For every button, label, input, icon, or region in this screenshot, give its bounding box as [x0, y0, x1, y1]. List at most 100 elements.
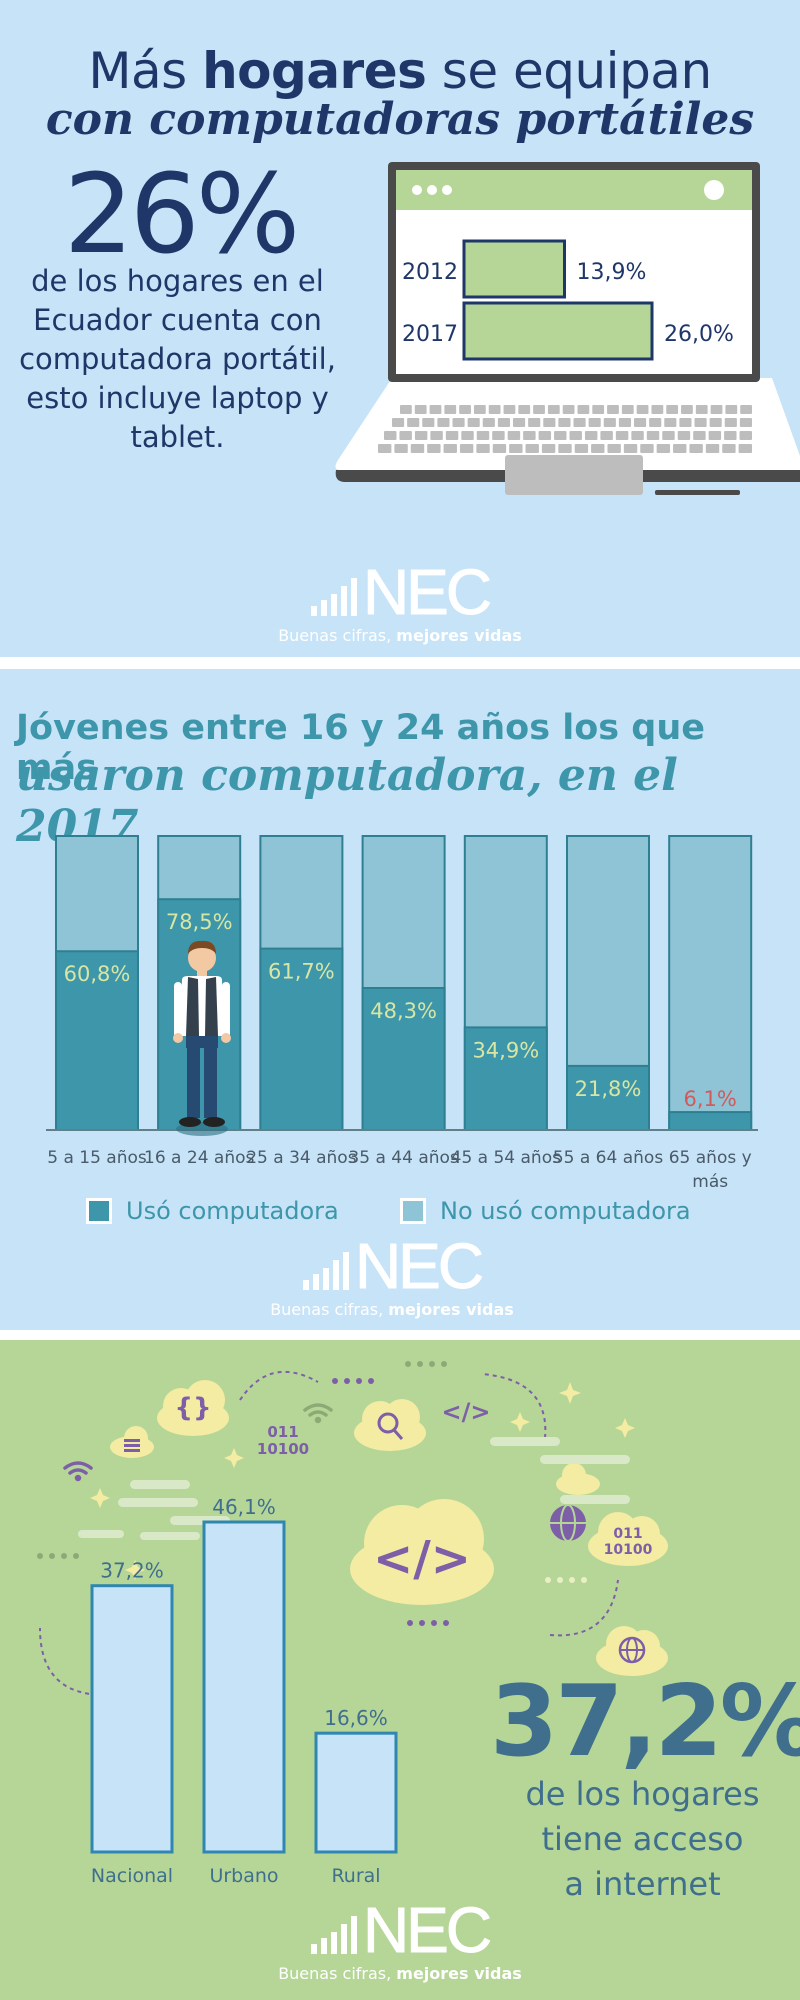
bar-not-used: [668, 835, 753, 1131]
svg-text:{}: {}: [174, 1393, 211, 1423]
stacked-bars: 60,8% 78,5% 61,7% 48,3% 34,9% 21,8% 6,1%: [55, 835, 753, 1132]
internet-bar: [90, 1584, 174, 1854]
keyboard-key: [503, 405, 516, 414]
laptop-bar-year: 2012: [402, 260, 458, 285]
keyboard-key: [562, 405, 575, 414]
inec-logo: NEC Buenas cifras, mejores vidas: [270, 1230, 514, 1320]
inec-logo: NEC Buenas cifras, mejores vidas: [278, 556, 522, 646]
keyboard-key: [547, 405, 560, 414]
dotted-arrow-icon: [239, 1370, 319, 1401]
laptop-bar-year: 2017: [402, 322, 458, 347]
keyboard-key: [533, 405, 545, 414]
dotted-arrow-icon: [549, 1579, 619, 1637]
svg-text:011: 011: [613, 1526, 642, 1542]
keyboard-key: [407, 418, 420, 427]
keyboard-key: [528, 418, 541, 427]
keyboard-key: [437, 418, 450, 427]
laptop-bar-chart: 2012 13,9% 2017 26,0%: [402, 239, 734, 361]
section2-title: Jóvenes entre 16 y 24 años los que más: [16, 708, 706, 788]
dots-icon: [407, 1620, 449, 1626]
keyboard-key: [523, 431, 536, 440]
keyboard-key: [673, 444, 687, 453]
wifi-icon: [63, 1461, 93, 1482]
young-man-figure: [173, 940, 231, 1136]
keyboard-key: [488, 405, 501, 414]
keyboard-key: [705, 444, 720, 453]
keyboard-key: [724, 431, 737, 440]
laptop-bar-value: 26,0%: [664, 322, 734, 347]
bar-value-label: 61,7%: [268, 960, 335, 984]
keyboard-key: [473, 405, 486, 414]
age-label: 25 a 34 años: [246, 1148, 356, 1168]
bar-used: [259, 947, 344, 1131]
keyboard-key: [399, 431, 412, 440]
internet-bar-label: Rural: [331, 1865, 380, 1887]
code-text-icon: </>: [442, 1398, 491, 1426]
keyboard-key: [476, 431, 490, 440]
keyboard-key: [615, 431, 629, 440]
bar-used: [55, 950, 139, 1131]
browser-button: [704, 180, 724, 200]
keyboard-key: [554, 431, 567, 440]
internet-bar-value: 37,2%: [100, 1559, 164, 1583]
internet-bar-value: 16,6%: [324, 1706, 388, 1730]
keyboard-key: [476, 444, 490, 453]
laptop-bar: [462, 301, 654, 361]
keyboard-key: [603, 418, 616, 427]
keyboard-key: [631, 431, 644, 440]
keyboard-key: [666, 405, 679, 414]
keyboard-key: [538, 431, 552, 440]
keyboard-key: [574, 444, 589, 453]
keyboard-key: [394, 444, 408, 453]
laptop-bar: [462, 239, 567, 299]
keyboard-key: [739, 431, 752, 440]
svg-text:</>: </>: [373, 1531, 471, 1587]
cloud-search-icon: [354, 1399, 426, 1451]
keyboard-key: [649, 418, 662, 427]
keyboard-key: [646, 431, 660, 440]
bar-value-label: 60,8%: [64, 962, 131, 986]
keyboard-key: [461, 431, 474, 440]
laptop-illustration: 2012 13,9% 2017 26,0%: [335, 162, 800, 495]
keyboard-key: [459, 405, 471, 414]
laptop-bar-value: 13,9%: [577, 260, 647, 285]
laptop-description: de los hogares en el Ecuador cuenta con …: [19, 264, 336, 454]
cloud-code-icon: </>: [350, 1499, 494, 1605]
internet-bar: [314, 1731, 398, 1854]
keyboard-key: [482, 418, 495, 427]
signal-bars-icon: [310, 1916, 357, 1954]
cloud-small-icon: [556, 1463, 600, 1495]
globe-icon: [550, 1504, 586, 1542]
internet-bar-chart: 37,2% Nacional 46,1% Urbano 16,6% Rural: [90, 1495, 398, 1887]
keyboard-key: [497, 418, 510, 427]
keyboard-key: [427, 444, 441, 453]
bar-used: [463, 1026, 548, 1131]
keyboard-key: [444, 405, 457, 414]
laptop-big-stat: 26%: [63, 150, 301, 278]
keyboard-key: [640, 444, 654, 453]
bar-used: [668, 1111, 753, 1132]
keyboard-key: [392, 418, 405, 427]
keyboard-key: [677, 431, 691, 440]
cloud-binary-icon: 011 10100: [588, 1512, 668, 1566]
keyboard-key: [679, 418, 692, 427]
legend-item-not-used: No usó computadora: [400, 1197, 691, 1225]
bar-value-label: 48,3%: [370, 999, 437, 1023]
age-label: 55 a 64 años: [553, 1148, 663, 1168]
keyboard-key: [618, 418, 631, 427]
dots-icon: [37, 1553, 79, 1559]
inec-logo: NEC Buenas cifras, mejores vidas: [278, 1894, 522, 1984]
keyboard-key: [725, 405, 738, 414]
internet-bar-label: Urbano: [209, 1865, 278, 1887]
browser-dot: [412, 185, 422, 195]
keyboard-key: [525, 444, 539, 453]
keyboard-key: [492, 431, 505, 440]
keyboard-key: [689, 444, 703, 453]
keyboard-key: [445, 431, 459, 440]
keyboard-key: [459, 444, 474, 453]
browser-dot: [442, 185, 452, 195]
keyboard-key: [541, 444, 556, 453]
keyboard-key: [694, 418, 707, 427]
internet-bar-label: Nacional: [91, 1865, 173, 1887]
trackpad: [505, 455, 643, 495]
